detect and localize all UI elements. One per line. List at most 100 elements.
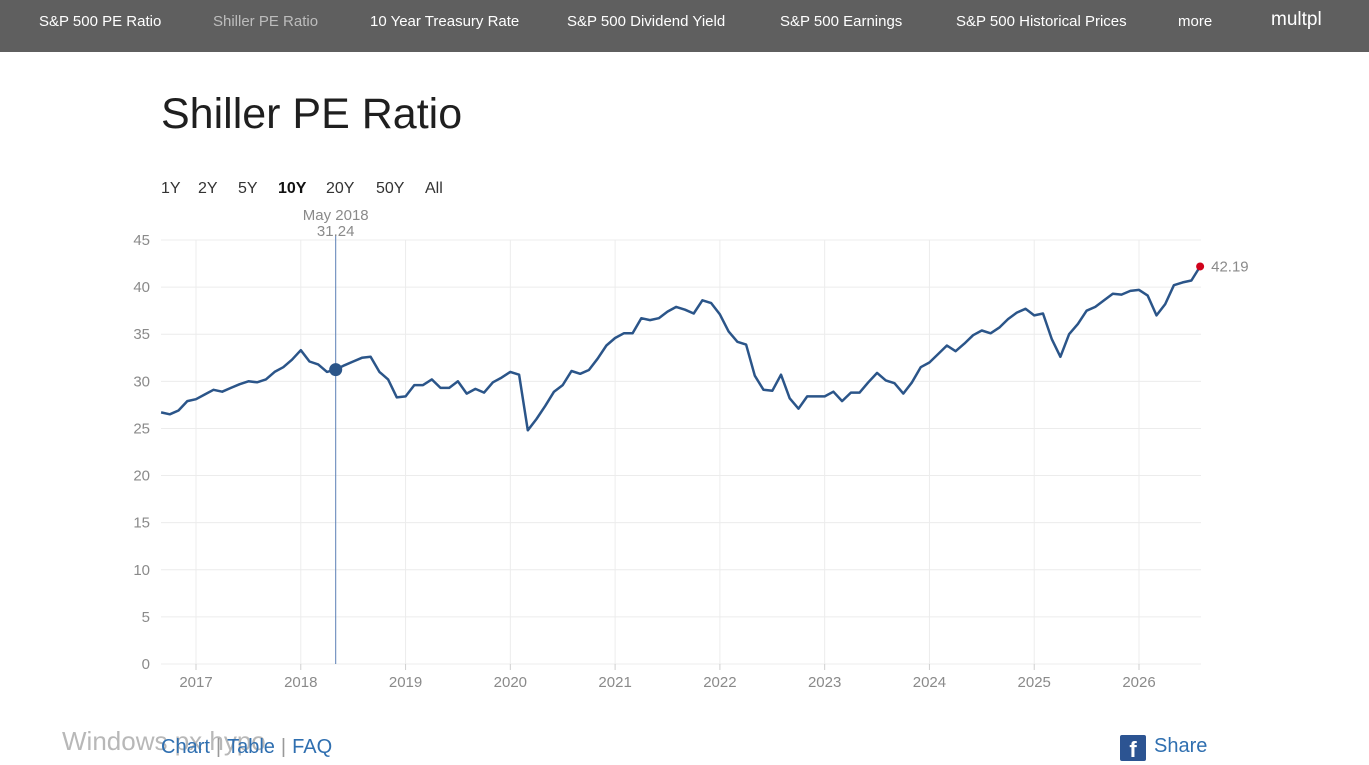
range-tab-50y[interactable]: 50Y: [376, 180, 405, 197]
data-point: [911, 381, 913, 383]
data-point: [964, 343, 966, 345]
separator: |: [280, 736, 287, 758]
data-point: [291, 359, 293, 361]
data-point: [737, 341, 739, 343]
data-point: [492, 381, 494, 383]
separator: |: [215, 736, 222, 758]
data-point: [562, 384, 564, 386]
range-tab-10y[interactable]: 10Y: [278, 180, 307, 197]
tooltip-date: May 2018: [303, 207, 369, 224]
data-point: [780, 374, 782, 376]
data-point: [1025, 308, 1027, 310]
data-point: [309, 361, 311, 363]
data-point: [745, 344, 747, 346]
range-tab-all[interactable]: All: [425, 180, 443, 197]
range-tab-1y[interactable]: 1Y: [161, 180, 181, 197]
data-points: [160, 266, 1201, 431]
y-tick-label: 0: [142, 656, 150, 673]
facebook-icon: f: [1120, 735, 1146, 762]
data-point: [169, 414, 171, 416]
data-point: [475, 388, 477, 390]
data-point: [1112, 293, 1114, 295]
nav-item-more[interactable]: more: [1178, 13, 1213, 30]
data-point: [710, 302, 712, 304]
data-point: [833, 391, 835, 393]
data-point: [937, 353, 939, 355]
x-tick-label: 2023: [808, 674, 841, 691]
data-point: [405, 396, 407, 398]
data-point: [160, 412, 162, 414]
data-point: [597, 358, 599, 360]
data-point: [981, 330, 983, 332]
table-link[interactable]: Table: [227, 736, 275, 758]
data-point: [204, 394, 206, 396]
nav-item-sp500-earnings[interactable]: S&P 500 Earnings: [780, 13, 903, 30]
share-button[interactable]: f Share: [1120, 735, 1208, 762]
x-tick-label: 2026: [1122, 674, 1155, 691]
data-point: [1138, 289, 1140, 291]
data-point: [1007, 318, 1009, 320]
x-tick-label: 2017: [179, 674, 212, 691]
nav-item-sp500-pe-ratio[interactable]: S&P 500 PE Ratio: [39, 13, 162, 30]
data-point: [606, 345, 608, 347]
x-tick-label: 2018: [284, 674, 317, 691]
data-point: [221, 391, 223, 393]
data-point: [876, 372, 878, 374]
range-tab-2y[interactable]: 2Y: [198, 180, 218, 197]
data-point: [370, 356, 372, 358]
y-axis-ticks: 0 5 10 15 20 25 30 35 40 45: [133, 232, 150, 673]
y-tick-label: 20: [133, 468, 150, 485]
data-point: [1060, 356, 1062, 358]
y-tick-label: 30: [133, 373, 150, 390]
y-tick-label: 5: [142, 609, 150, 626]
data-point: [902, 393, 904, 395]
top-nav: S&P 500 PE Ratio Shiller PE Ratio 10 Yea…: [0, 0, 1369, 52]
data-point: [501, 377, 503, 379]
x-tick-label: 2021: [598, 674, 631, 691]
data-point: [440, 387, 442, 389]
y-tick-label: 15: [133, 515, 150, 532]
data-point: [178, 410, 180, 412]
data-point: [1147, 295, 1149, 297]
data-point: [815, 396, 817, 398]
data-point: [1121, 294, 1123, 296]
data-point: [1068, 333, 1070, 335]
share-label: Share: [1154, 735, 1208, 757]
data-point: [798, 408, 800, 410]
data-point: [265, 379, 267, 381]
range-tab-20y[interactable]: 20Y: [326, 180, 355, 197]
data-point: [317, 364, 319, 366]
data-point: [352, 361, 354, 363]
hover-point-marker: [329, 363, 343, 377]
nav-item-shiller-pe-ratio[interactable]: Shiller PE Ratio: [213, 13, 319, 30]
data-point: [1173, 284, 1175, 286]
x-tick-label: 2025: [1018, 674, 1051, 691]
nav-item-10-year-treasury-rate[interactable]: 10 Year Treasury Rate: [370, 13, 520, 30]
y-tick-label: 10: [133, 562, 150, 579]
data-point: [806, 396, 808, 398]
data-point: [387, 379, 389, 381]
data-point: [946, 345, 948, 347]
data-point: [929, 362, 931, 364]
data-point: [1016, 312, 1018, 314]
nav-item-sp500-dividend-yield[interactable]: S&P 500 Dividend Yield: [567, 13, 726, 30]
faq-link[interactable]: FAQ: [292, 736, 333, 758]
brand-logo-link[interactable]: multpl: [1271, 9, 1322, 30]
data-point: [641, 317, 643, 319]
data-point: [518, 374, 520, 376]
data-point: [719, 314, 721, 316]
chart-link[interactable]: Chart: [161, 736, 210, 758]
data-point: [186, 400, 188, 402]
range-tab-5y[interactable]: 5Y: [238, 180, 258, 197]
data-point: [754, 375, 756, 377]
data-point: [248, 381, 250, 383]
nav-item-sp500-historical-prices[interactable]: S&P 500 Historical Prices: [956, 13, 1127, 30]
data-point: [300, 349, 302, 351]
data-point: [1095, 306, 1097, 308]
data-point: [571, 370, 573, 372]
data-point: [553, 391, 555, 393]
data-point: [859, 392, 861, 394]
x-tick-label: 2024: [913, 674, 946, 691]
data-point: [1042, 313, 1044, 315]
